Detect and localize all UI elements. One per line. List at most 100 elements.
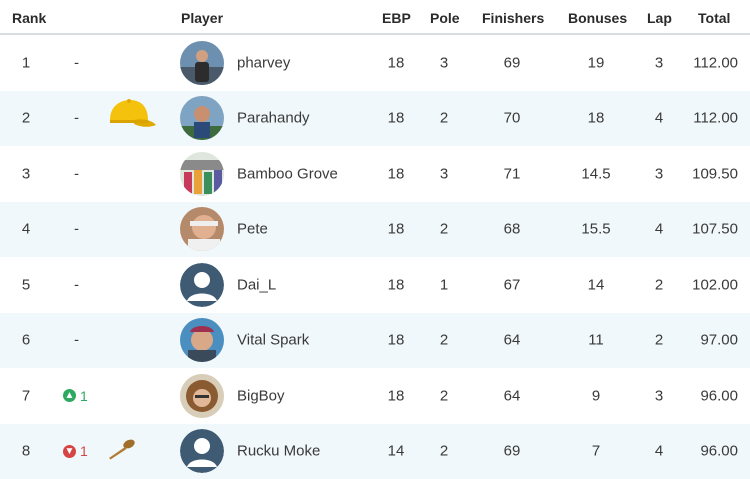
- header-ebp[interactable]: EBP: [382, 10, 411, 26]
- header-rank[interactable]: Rank: [12, 10, 47, 26]
- bonuses-cell: 18: [587, 109, 605, 127]
- pole-cell: 3: [439, 54, 449, 72]
- movement-none: -: [74, 165, 79, 183]
- table-row[interactable]: 7 ▲ 1 BigBoy 18 2 64 9 3 96.00: [0, 368, 750, 424]
- movement-cell: -: [63, 332, 79, 349]
- table-row[interactable]: 6 - Vital Spark 18 2 64 11 2 97.00: [0, 312, 750, 368]
- table-row[interactable]: 3 - Bamboo Grove 18 3 71 14.5 3 109.50: [0, 146, 750, 202]
- avatar[interactable]: [180, 40, 224, 85]
- table-header: Rank Player EBP Pole Finishers Bonuses L…: [0, 0, 750, 35]
- wooden-spoon-icon: [106, 438, 136, 464]
- movement-none: -: [74, 54, 79, 72]
- lap-cell: 4: [654, 220, 664, 238]
- finishers-cell: 69: [503, 54, 521, 72]
- ebp-cell: 18: [387, 220, 405, 238]
- pole-cell: 1: [439, 276, 449, 294]
- avatar[interactable]: [180, 318, 224, 363]
- table-row[interactable]: 5 - Dai_L 18 1 67 14 2 102.00: [0, 257, 750, 313]
- ebp-cell: 18: [387, 331, 405, 349]
- rank-cell: 6: [21, 331, 31, 349]
- avatar[interactable]: [180, 96, 224, 141]
- movement-none: -: [74, 331, 79, 349]
- finishers-cell: 68: [503, 220, 521, 238]
- pole-cell: 3: [439, 165, 449, 183]
- total-cell: 96.00: [700, 387, 738, 405]
- lap-cell: 4: [654, 109, 664, 127]
- ebp-cell: 18: [387, 54, 405, 72]
- bonuses-cell: 19: [587, 54, 605, 72]
- rank-cell: 3: [21, 165, 31, 183]
- finishers-cell: 71: [503, 165, 521, 183]
- player-name[interactable]: BigBoy: [237, 387, 285, 405]
- total-cell: 112.00: [693, 109, 738, 127]
- pole-cell: 2: [439, 331, 449, 349]
- movement-none: -: [74, 109, 79, 127]
- movement-none: -: [74, 220, 79, 238]
- ebp-cell: 14: [387, 442, 405, 460]
- finishers-cell: 69: [503, 442, 521, 460]
- player-name[interactable]: Pete: [237, 220, 268, 238]
- avatar[interactable]: [180, 207, 224, 252]
- total-cell: 102.00: [692, 276, 738, 294]
- bonuses-cell: 11: [588, 331, 604, 349]
- lap-cell: 2: [654, 276, 664, 294]
- ebp-cell: 18: [387, 109, 405, 127]
- rank-cell: 4: [21, 220, 31, 238]
- table-body: 1 - pharvey 18 3 69 19 3 112.00 2 - Para…: [0, 35, 750, 479]
- default-avatar-icon[interactable]: [180, 429, 224, 474]
- header-bonuses[interactable]: Bonuses: [568, 10, 628, 26]
- default-avatar-icon[interactable]: [180, 262, 224, 307]
- arrow-up-icon: ▲: [63, 389, 76, 403]
- movement-none: -: [74, 276, 79, 294]
- finishers-cell: 67: [503, 276, 521, 294]
- header-pole[interactable]: Pole: [430, 10, 460, 26]
- yellow-cap-icon: [104, 98, 158, 138]
- table-row[interactable]: 4 - Pete 18 2 68 15.5 4 107.50: [0, 201, 750, 257]
- header-lap[interactable]: Lap: [647, 10, 672, 26]
- player-name[interactable]: Parahandy: [237, 109, 310, 127]
- movement-cell: -: [63, 276, 79, 293]
- rank-cell: 8: [21, 442, 31, 460]
- player-name[interactable]: Dai_L: [237, 276, 277, 294]
- movement-cell: -: [63, 54, 79, 71]
- total-cell: 96.00: [700, 442, 738, 460]
- pole-cell: 2: [439, 442, 449, 460]
- lap-cell: 3: [654, 54, 664, 72]
- table-row[interactable]: 2 - Parahandy 18 2 70 18 4 112.00: [0, 90, 750, 146]
- player-name[interactable]: Bamboo Grove: [237, 165, 338, 183]
- header-finishers[interactable]: Finishers: [482, 10, 545, 26]
- movement-cell: -: [63, 110, 79, 127]
- bonuses-cell: 9: [591, 387, 601, 405]
- table-row[interactable]: 1 - pharvey 18 3 69 19 3 112.00: [0, 35, 750, 91]
- lap-cell: 2: [654, 331, 664, 349]
- total-cell: 109.50: [692, 165, 738, 183]
- finishers-cell: 64: [503, 387, 521, 405]
- ebp-cell: 18: [387, 276, 405, 294]
- movement-cell: -: [63, 221, 79, 238]
- movement-value: 1: [80, 443, 88, 460]
- player-name[interactable]: pharvey: [237, 54, 291, 72]
- header-total[interactable]: Total: [698, 10, 731, 26]
- rank-cell: 5: [21, 276, 31, 294]
- header-player[interactable]: Player: [181, 10, 224, 26]
- table-row[interactable]: 8 ▼ 1 Rucku Moke 14 2 69 7 4 96.00: [0, 423, 750, 479]
- pole-cell: 2: [439, 387, 449, 405]
- lap-cell: 3: [654, 165, 664, 183]
- bonuses-cell: 15.5: [581, 220, 611, 238]
- avatar[interactable]: [180, 151, 224, 196]
- rank-cell: 2: [21, 109, 31, 127]
- avatar[interactable]: [180, 373, 224, 418]
- finishers-cell: 64: [503, 331, 521, 349]
- movement-cell: -: [63, 165, 79, 182]
- lap-cell: 3: [654, 387, 664, 405]
- finishers-cell: 70: [503, 109, 521, 127]
- bonuses-cell: 14.5: [581, 165, 611, 183]
- bonuses-cell: 14: [587, 276, 605, 294]
- player-name[interactable]: Rucku Moke: [237, 442, 321, 460]
- movement-cell: ▼ 1: [63, 443, 88, 459]
- arrow-down-icon: ▼: [63, 444, 76, 458]
- pole-cell: 2: [439, 109, 449, 127]
- total-cell: 97.00: [700, 331, 738, 349]
- player-name[interactable]: Vital Spark: [237, 331, 310, 349]
